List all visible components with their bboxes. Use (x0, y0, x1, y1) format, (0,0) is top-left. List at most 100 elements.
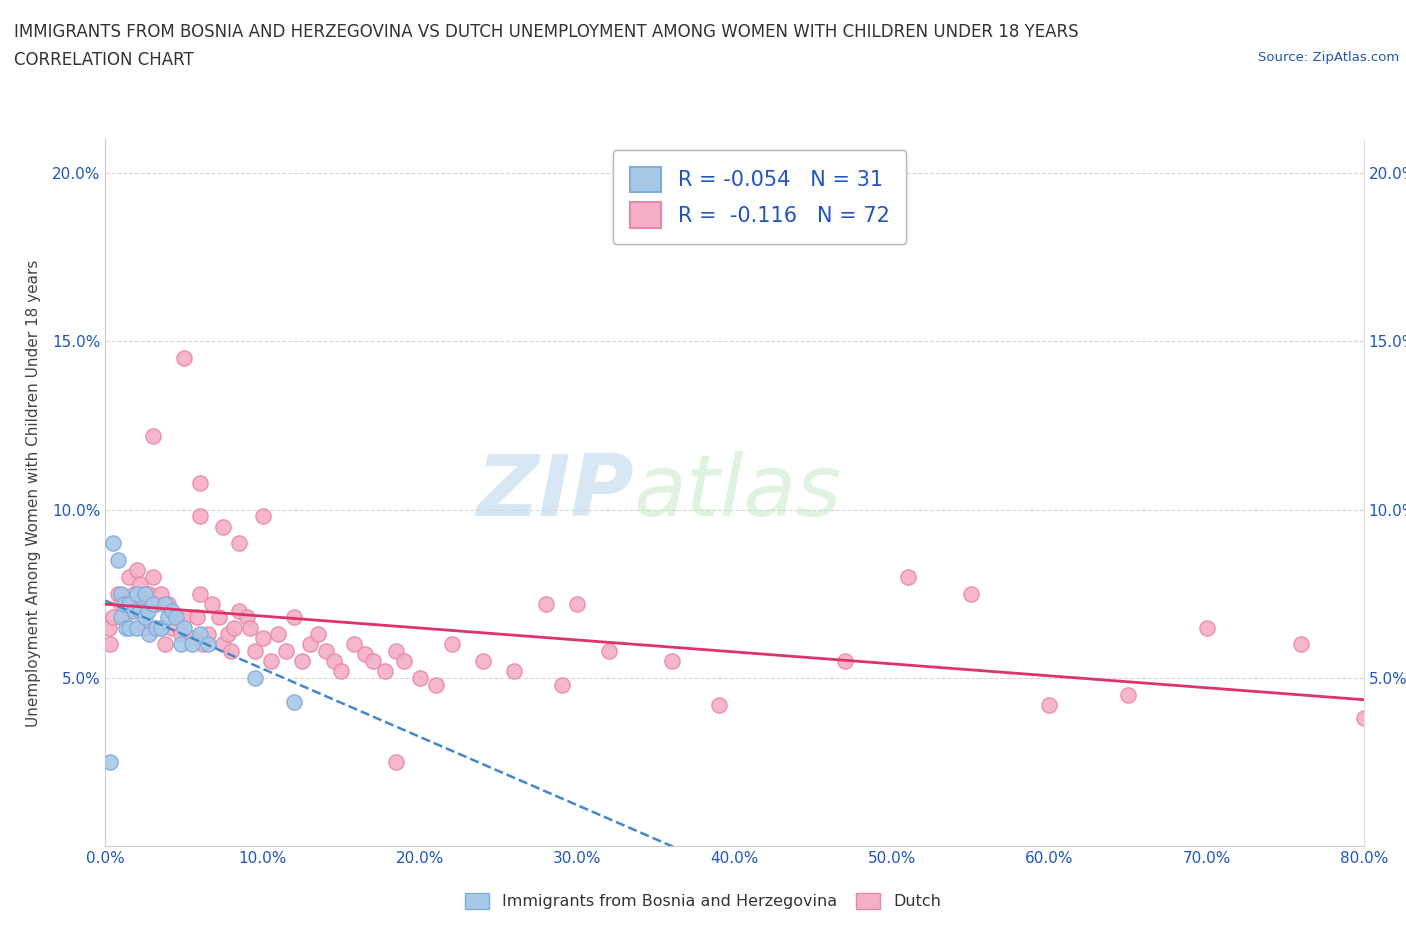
Point (157, 610, 180, 625)
Point (208, 610, 231, 625)
Point (212, 519, 235, 534)
Point (122, 604, 145, 618)
Point (125, 587, 148, 602)
Point (165, 610, 187, 625)
Y-axis label: Unemployment Among Women with Children Under 18 years: Unemployment Among Women with Children U… (27, 259, 41, 726)
Point (191, 637, 214, 652)
Point (142, 596, 165, 611)
Point (118, 596, 141, 611)
Point (157, 596, 180, 611)
Point (503, 664, 526, 679)
Point (897, 569, 920, 584)
Point (188, 627, 211, 642)
Point (217, 627, 239, 642)
Point (155, 596, 177, 611)
Point (98, 755, 121, 770)
Point (138, 627, 160, 642)
Point (122, 587, 145, 602)
Point (142, 569, 165, 584)
Point (170, 637, 193, 652)
Point (107, 587, 129, 602)
Point (409, 671, 432, 685)
Point (385, 644, 408, 658)
Point (118, 569, 141, 584)
Point (236, 610, 259, 625)
Point (103, 536, 125, 551)
Point (125, 563, 148, 578)
Point (110, 596, 132, 611)
Point (425, 677, 447, 692)
Point (1195, 620, 1218, 635)
Point (243, 671, 266, 685)
Point (252, 509, 274, 524)
Point (707, 698, 730, 712)
Point (267, 627, 290, 642)
Point (181, 637, 204, 652)
Point (165, 610, 187, 625)
Point (259, 654, 281, 669)
Point (374, 664, 396, 679)
Point (228, 604, 250, 618)
Point (188, 587, 211, 602)
Point (98, 637, 121, 652)
Text: IMMIGRANTS FROM BOSNIA AND HERZEGOVINA VS DUTCH UNEMPLOYMENT AMONG WOMEN WITH CH: IMMIGRANTS FROM BOSNIA AND HERZEGOVINA V… (14, 23, 1078, 41)
Point (188, 475, 211, 490)
Point (224, 620, 246, 635)
Point (239, 620, 262, 635)
Point (472, 654, 495, 669)
Point (110, 587, 132, 602)
Point (160, 604, 183, 618)
Text: Source: ZipAtlas.com: Source: ZipAtlas.com (1258, 51, 1399, 64)
Point (283, 694, 305, 709)
Point (834, 654, 856, 669)
Point (197, 637, 219, 652)
Point (291, 654, 314, 669)
Point (959, 587, 981, 602)
Point (1353, 711, 1375, 725)
Point (361, 654, 384, 669)
Text: CORRELATION CHART: CORRELATION CHART (14, 51, 194, 69)
Point (149, 587, 172, 602)
Point (1116, 687, 1139, 702)
Point (276, 644, 298, 658)
Point (136, 604, 159, 618)
Point (134, 587, 156, 602)
Point (173, 351, 195, 365)
Point (188, 509, 211, 524)
Point (181, 631, 204, 645)
Point (534, 596, 557, 611)
Point (138, 587, 160, 602)
Point (212, 637, 235, 652)
Point (110, 610, 132, 625)
Point (315, 644, 337, 658)
Point (112, 610, 135, 625)
Point (129, 604, 152, 618)
Point (567, 596, 589, 611)
Legend: Immigrants from Bosnia and Herzegovina, Dutch: Immigrants from Bosnia and Herzegovina, … (457, 884, 949, 917)
Text: atlas: atlas (634, 451, 842, 535)
Point (160, 620, 183, 635)
Point (115, 620, 138, 635)
Point (661, 654, 683, 669)
Point (243, 644, 266, 658)
Point (330, 664, 353, 679)
Point (170, 627, 193, 642)
Point (112, 596, 135, 611)
Point (155, 637, 177, 652)
Point (197, 627, 219, 642)
Point (440, 637, 463, 652)
Point (343, 637, 366, 652)
Point (103, 610, 125, 625)
Point (598, 644, 620, 658)
Point (1038, 698, 1060, 712)
Point (307, 627, 329, 642)
Point (134, 620, 156, 635)
Point (125, 620, 148, 635)
Legend: R = -0.054   N = 31, R =  -0.116   N = 72: R = -0.054 N = 31, R = -0.116 N = 72 (613, 150, 907, 245)
Point (298, 637, 321, 652)
Point (394, 654, 416, 669)
Point (252, 631, 274, 645)
Point (125, 596, 148, 611)
Point (107, 552, 129, 567)
Point (228, 536, 250, 551)
